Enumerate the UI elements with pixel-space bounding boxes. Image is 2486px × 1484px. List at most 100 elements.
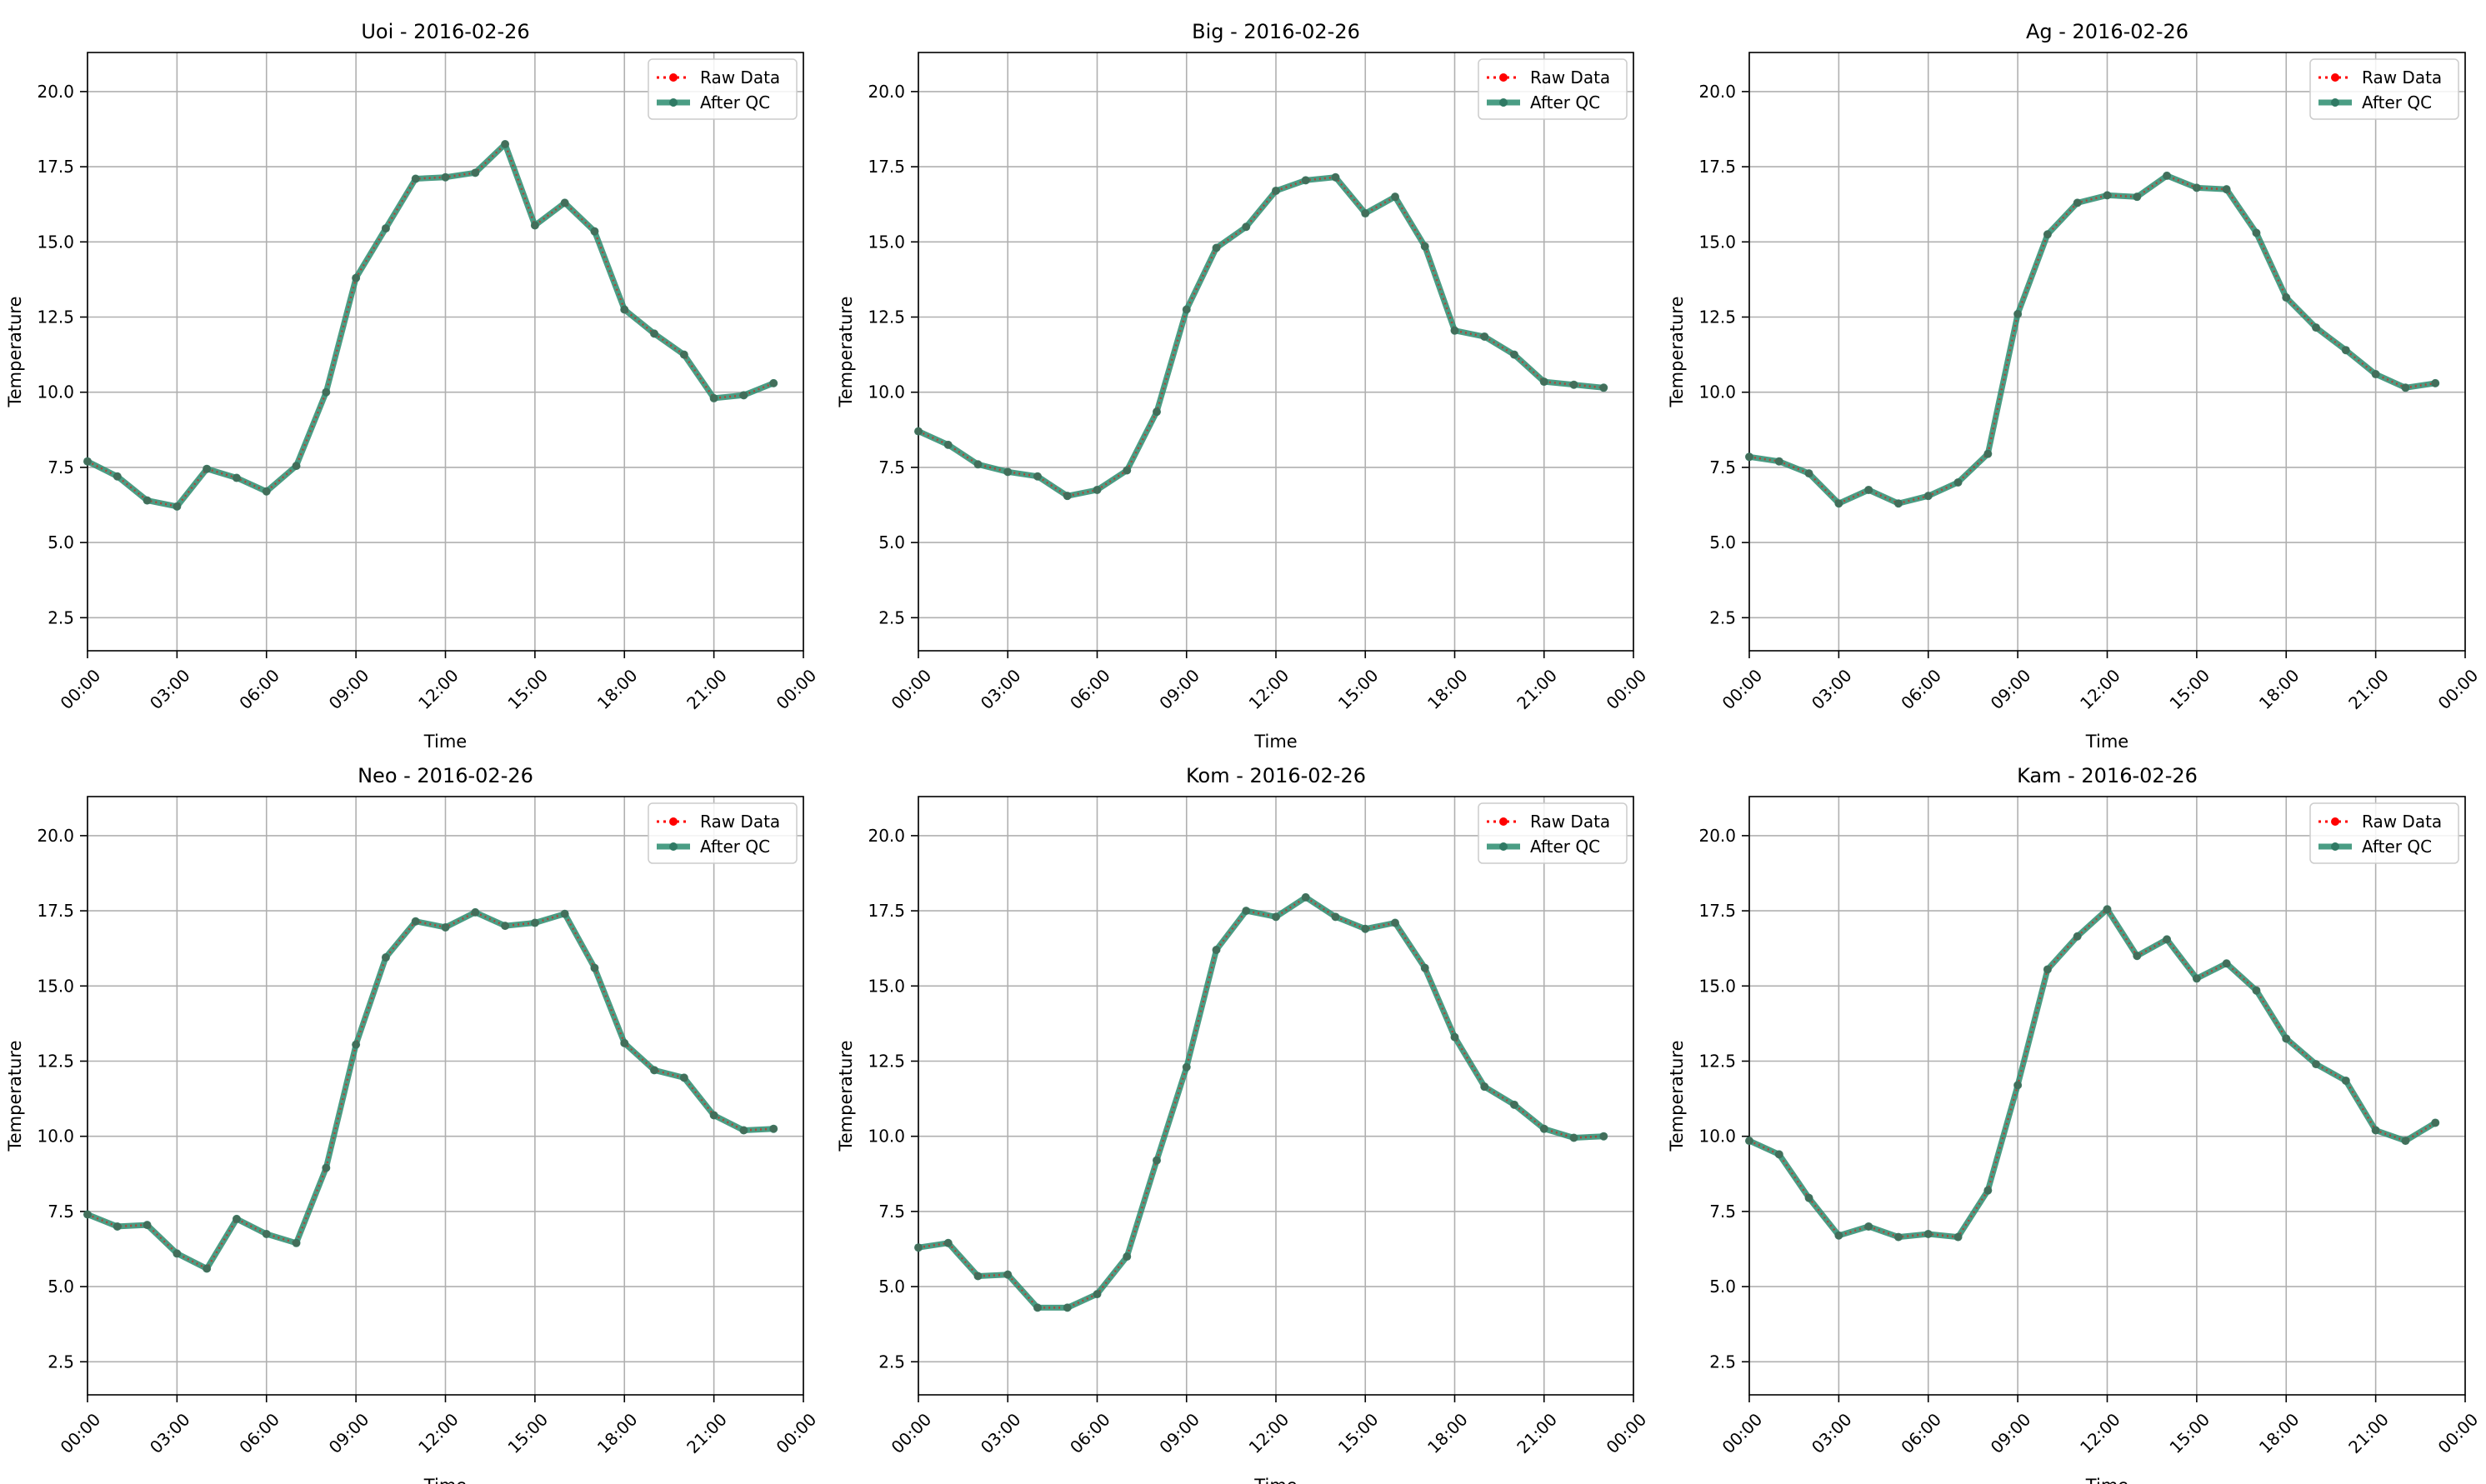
y-tick-label: 7.5 bbox=[48, 1202, 74, 1222]
data-point-after-qc bbox=[1153, 407, 1161, 417]
x-tick-label: 03:00 bbox=[1808, 665, 1856, 713]
data-point-after-qc bbox=[2103, 905, 2112, 914]
legend-label-after-qc: After QC bbox=[700, 92, 770, 112]
x-tick-label: 00:00 bbox=[773, 1409, 821, 1457]
data-point-after-qc bbox=[381, 953, 390, 962]
chart-panel-3: 2.5 5.0 7.5 10.0 12.5 15.0 17.5 20.0 00:00 03:00 0… bbox=[1667, 20, 2482, 752]
x-tick-label: 21:00 bbox=[1513, 665, 1561, 713]
legend-marker-raw-data bbox=[669, 73, 678, 82]
data-point-after-qc bbox=[1599, 383, 1608, 392]
data-point-after-qc bbox=[1272, 186, 1280, 195]
data-point-after-qc bbox=[501, 922, 510, 931]
x-tick-label: 18:00 bbox=[2255, 665, 2303, 713]
x-tick-label: 03:00 bbox=[977, 1409, 1025, 1457]
x-tick-label: 18:00 bbox=[593, 1409, 642, 1457]
x-tick-label: 03:00 bbox=[977, 665, 1025, 713]
data-point-after-qc bbox=[2043, 230, 2052, 239]
data-point-after-qc bbox=[1331, 172, 1340, 182]
y-tick-label: 12.5 bbox=[868, 1052, 905, 1072]
legend-label-after-qc: After QC bbox=[1530, 92, 1600, 112]
x-tick-label: 06:00 bbox=[1066, 1409, 1114, 1457]
y-axis-label: Temperature bbox=[5, 296, 25, 407]
data-point-after-qc bbox=[2133, 952, 2142, 961]
data-point-after-qc bbox=[352, 1040, 361, 1049]
y-tick-label: 10.0 bbox=[37, 382, 74, 402]
data-point-after-qc bbox=[1745, 452, 1753, 462]
x-tick-label: 06:00 bbox=[235, 1409, 283, 1457]
y-tick-label: 20.0 bbox=[868, 82, 905, 102]
y-tick-label: 7.5 bbox=[48, 457, 74, 477]
legend: Raw Data After QC bbox=[2309, 802, 2459, 864]
legend-label-raw-data: Raw Data bbox=[700, 812, 780, 832]
data-point-after-qc bbox=[1953, 1232, 1963, 1242]
data-point-after-qc bbox=[83, 1210, 92, 1219]
data-point-after-qc bbox=[2192, 183, 2201, 192]
chart-panel-5: 2.5 5.0 7.5 10.0 12.5 15.0 17.5 20.0 00:00 03:00 0… bbox=[836, 764, 1650, 1484]
data-point-after-qc bbox=[1301, 892, 1310, 902]
x-tick-label: 18:00 bbox=[1423, 1409, 1472, 1457]
data-point-after-qc bbox=[1033, 1303, 1042, 1312]
data-point-after-qc bbox=[1212, 946, 1221, 955]
legend: Raw Data After QC bbox=[2309, 58, 2459, 120]
data-point-after-qc bbox=[2312, 323, 2321, 332]
data-point-after-qc bbox=[83, 457, 92, 466]
data-point-after-qc bbox=[1923, 1229, 1933, 1238]
series-line-after-qc bbox=[1748, 172, 2436, 507]
data-point-after-qc bbox=[1983, 449, 1993, 458]
x-tick-label: 15:00 bbox=[503, 665, 552, 713]
x-tick-label: 03:00 bbox=[146, 1409, 194, 1457]
y-axis-label: Temperature bbox=[1667, 296, 1687, 407]
y-axis-label: Temperature bbox=[5, 1040, 25, 1152]
axes-frame bbox=[87, 52, 804, 652]
y-tick-label: 2.5 bbox=[878, 607, 905, 627]
y-tick-label: 17.5 bbox=[868, 157, 905, 177]
data-point-after-qc bbox=[739, 391, 748, 400]
data-point-after-qc bbox=[1510, 1100, 1518, 1109]
data-point-after-qc bbox=[1212, 243, 1221, 252]
y-tick-label: 15.0 bbox=[1698, 232, 1736, 252]
y-axis-label: Temperature bbox=[836, 1040, 856, 1152]
x-axis-label: Time bbox=[423, 732, 467, 752]
y-tick-label: 10.0 bbox=[1698, 382, 1736, 402]
data-point-after-qc bbox=[1983, 1186, 1993, 1195]
x-tick-label: 09:00 bbox=[1987, 1409, 2035, 1457]
data-point-after-qc bbox=[1569, 1133, 1578, 1142]
legend-label-after-qc: After QC bbox=[1530, 837, 1600, 857]
data-point-after-qc bbox=[2371, 370, 2380, 379]
y-tick-label: 2.5 bbox=[48, 1352, 74, 1372]
data-point-after-qc bbox=[2401, 383, 2410, 392]
data-point-after-qc bbox=[322, 387, 331, 397]
legend-marker-after-qc bbox=[1499, 842, 1508, 851]
data-point-after-qc bbox=[143, 1221, 152, 1230]
data-point-after-qc bbox=[292, 1238, 301, 1247]
data-point-after-qc bbox=[1063, 1303, 1072, 1312]
data-point-after-qc bbox=[1003, 467, 1013, 477]
data-point-after-qc bbox=[560, 198, 569, 207]
series-line-after-qc bbox=[1748, 906, 2438, 1241]
legend-label-raw-data: Raw Data bbox=[2362, 812, 2442, 832]
data-point-after-qc bbox=[1242, 907, 1251, 916]
y-tick-label: 15.0 bbox=[37, 976, 74, 996]
series-line-after-qc bbox=[86, 141, 775, 510]
chart-panel-4: 2.5 5.0 7.5 10.0 12.5 15.0 17.5 20.0 00:00 03:00 0… bbox=[5, 764, 820, 1484]
data-point-after-qc bbox=[620, 305, 629, 314]
x-tick-label: 15:00 bbox=[2165, 665, 2213, 713]
x-tick-label: 00:00 bbox=[1718, 1409, 1767, 1457]
y-tick-label: 20.0 bbox=[37, 82, 74, 102]
y-axis-label: Temperature bbox=[1667, 1040, 1687, 1152]
x-tick-label: 09:00 bbox=[1155, 1409, 1203, 1457]
data-point-after-qc bbox=[2222, 185, 2231, 194]
data-point-after-qc bbox=[1774, 1150, 1783, 1159]
series-line-raw-data bbox=[87, 911, 774, 1271]
legend-marker-raw-data bbox=[2331, 73, 2339, 82]
x-tick-label: 21:00 bbox=[2344, 665, 2393, 713]
data-point-after-qc bbox=[1539, 377, 1548, 387]
data-point-after-qc bbox=[943, 1238, 953, 1247]
data-point-after-qc bbox=[1834, 1231, 1843, 1240]
axes-frame bbox=[918, 796, 1634, 1396]
y-tick-label: 5.0 bbox=[878, 1277, 905, 1297]
data-point-after-qc bbox=[1599, 1132, 1608, 1141]
x-tick-label: 06:00 bbox=[1066, 665, 1114, 713]
data-point-after-qc bbox=[2431, 378, 2440, 387]
y-tick-label: 12.5 bbox=[1698, 307, 1736, 327]
